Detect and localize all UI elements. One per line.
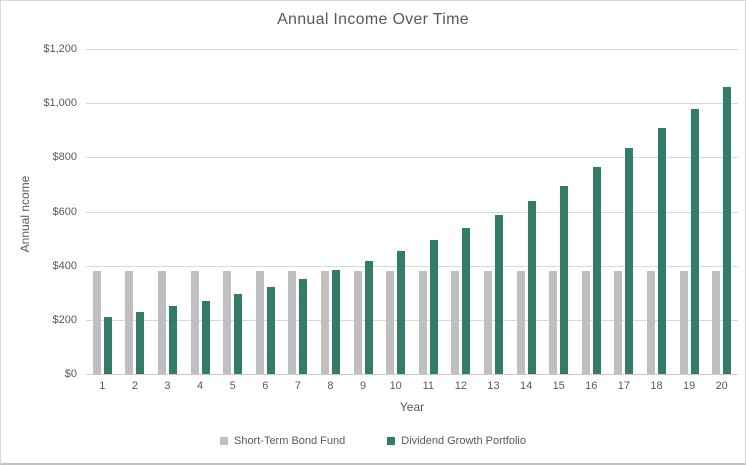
x-axis-tick-label: 10 bbox=[389, 380, 402, 392]
legend-label: Dividend Growth Portfolio bbox=[401, 435, 526, 447]
bar-dividend-growth-portfolio-year-10 bbox=[397, 251, 406, 374]
bar-short-term-bond-fund-year-3 bbox=[158, 271, 166, 374]
bar-dividend-growth-portfolio-year-7 bbox=[299, 278, 308, 374]
bar-short-term-bond-fund-year-18 bbox=[647, 271, 655, 374]
bar-short-term-bond-fund-year-4 bbox=[190, 271, 199, 374]
bar-dividend-growth-portfolio-year-5 bbox=[234, 293, 243, 374]
y-axis-tick-label: $800 bbox=[52, 151, 77, 164]
x-axis-tick-label: 5 bbox=[229, 380, 236, 392]
bar-dividend-growth-portfolio-year-9 bbox=[364, 261, 373, 374]
x-axis-tick-label: 17 bbox=[617, 380, 631, 392]
bar-dividend-growth-portfolio-year-3 bbox=[169, 306, 177, 374]
bar-short-term-bond-fund-year-14 bbox=[516, 271, 525, 374]
gridline bbox=[86, 265, 738, 267]
legend-label: Short-Term Bond Fund bbox=[233, 435, 346, 447]
bar-short-term-bond-fund-year-1 bbox=[92, 271, 101, 374]
x-axis-tick-label: 14 bbox=[519, 380, 533, 392]
bar-short-term-bond-fund-year-8 bbox=[321, 271, 329, 374]
x-axis-tick-label: 19 bbox=[682, 380, 696, 392]
legend-item-dividend-growth-portfolio: Dividend Growth Portfolio bbox=[387, 435, 526, 447]
bar-short-term-bond-fund-year-9 bbox=[353, 271, 362, 374]
x-axis-tick-label: 12 bbox=[454, 380, 468, 392]
gridline bbox=[86, 103, 738, 105]
x-axis-title: Year bbox=[399, 400, 425, 414]
x-axis-tick-label: 2 bbox=[131, 380, 138, 392]
y-axis-tick-label: $200 bbox=[52, 313, 77, 326]
x-axis-tick-label: 11 bbox=[422, 380, 434, 392]
legend-swatch-icon bbox=[219, 437, 228, 445]
y-axis-tick-label: $1,200 bbox=[43, 43, 77, 55]
bar-short-term-bond-fund-year-10 bbox=[386, 271, 395, 374]
bar-dividend-growth-portfolio-year-12 bbox=[462, 227, 471, 374]
x-axis-tick-label: 15 bbox=[552, 380, 565, 392]
x-axis-tick-label: 8 bbox=[327, 380, 334, 392]
bar-dividend-growth-portfolio-year-16 bbox=[592, 167, 601, 374]
gridline bbox=[86, 211, 738, 213]
legend-item-short-term-bond-fund: Short-Term Bond Fund bbox=[219, 435, 346, 447]
bar-dividend-growth-portfolio-year-8 bbox=[332, 270, 340, 374]
gridline bbox=[86, 49, 738, 50]
x-axis-tick-label: 3 bbox=[164, 380, 171, 392]
bar-short-term-bond-fund-year-15 bbox=[549, 271, 558, 374]
bar-dividend-growth-portfolio-year-17 bbox=[625, 148, 634, 374]
y-axis-tick-label: $1,000 bbox=[43, 97, 77, 110]
legend: Short-Term Bond Fund Dividend Growth Port… bbox=[1, 435, 745, 447]
chart-title: Annual Income Over Time bbox=[277, 11, 469, 28]
bar-short-term-bond-fund-year-2 bbox=[125, 271, 134, 374]
bar-dividend-growth-portfolio-year-14 bbox=[527, 200, 536, 374]
x-axis-tick-label: 18 bbox=[650, 380, 663, 392]
bar-dividend-growth-portfolio-year-6 bbox=[266, 286, 275, 374]
bar-dividend-growth-portfolio-year-1 bbox=[103, 317, 112, 374]
bar-dividend-growth-portfolio-year-4 bbox=[201, 300, 210, 374]
x-axis-tick-label: 13 bbox=[487, 380, 500, 392]
x-axis-tick-label: 6 bbox=[262, 380, 269, 392]
y-axis-tick-label: $0 bbox=[64, 368, 77, 380]
gridline bbox=[86, 157, 738, 159]
bar-dividend-growth-portfolio-year-20 bbox=[723, 86, 732, 374]
y-axis-tick-label: $600 bbox=[52, 205, 77, 218]
x-axis-tick-label: 4 bbox=[197, 380, 204, 392]
bar-short-term-bond-fund-year-6 bbox=[255, 271, 264, 374]
x-axis-tick-label: 9 bbox=[360, 380, 367, 392]
bar-short-term-bond-fund-year-12 bbox=[451, 271, 460, 374]
bar-short-term-bond-fund-year-17 bbox=[614, 271, 623, 374]
bar-short-term-bond-fund-year-7 bbox=[288, 271, 297, 374]
bar-dividend-growth-portfolio-year-18 bbox=[658, 128, 666, 374]
bar-short-term-bond-fund-year-5 bbox=[223, 271, 232, 374]
bar-dividend-growth-portfolio-year-19 bbox=[690, 109, 699, 374]
plot-area bbox=[86, 49, 738, 375]
y-axis-tick-label: $400 bbox=[52, 259, 77, 272]
bar-short-term-bond-fund-year-13 bbox=[484, 271, 492, 374]
bar-short-term-bond-fund-year-11 bbox=[418, 271, 427, 374]
gridline bbox=[86, 319, 738, 321]
bar-dividend-growth-portfolio-year-13 bbox=[495, 215, 503, 374]
bar-dividend-growth-portfolio-year-11 bbox=[429, 239, 438, 374]
bar-dividend-growth-portfolio-year-15 bbox=[560, 186, 569, 374]
x-axis-tick-label: 7 bbox=[294, 380, 301, 392]
bar-short-term-bond-fund-year-16 bbox=[581, 271, 590, 374]
bar-short-term-bond-fund-year-20 bbox=[712, 271, 721, 374]
bar-dividend-growth-portfolio-year-2 bbox=[136, 311, 145, 374]
legend-swatch-icon bbox=[387, 437, 396, 445]
bar-short-term-bond-fund-year-19 bbox=[679, 271, 688, 374]
x-axis-tick-label: 1 bbox=[99, 380, 106, 392]
x-axis-tick-label: 20 bbox=[715, 380, 728, 392]
x-axis-tick-label: 16 bbox=[585, 380, 598, 392]
